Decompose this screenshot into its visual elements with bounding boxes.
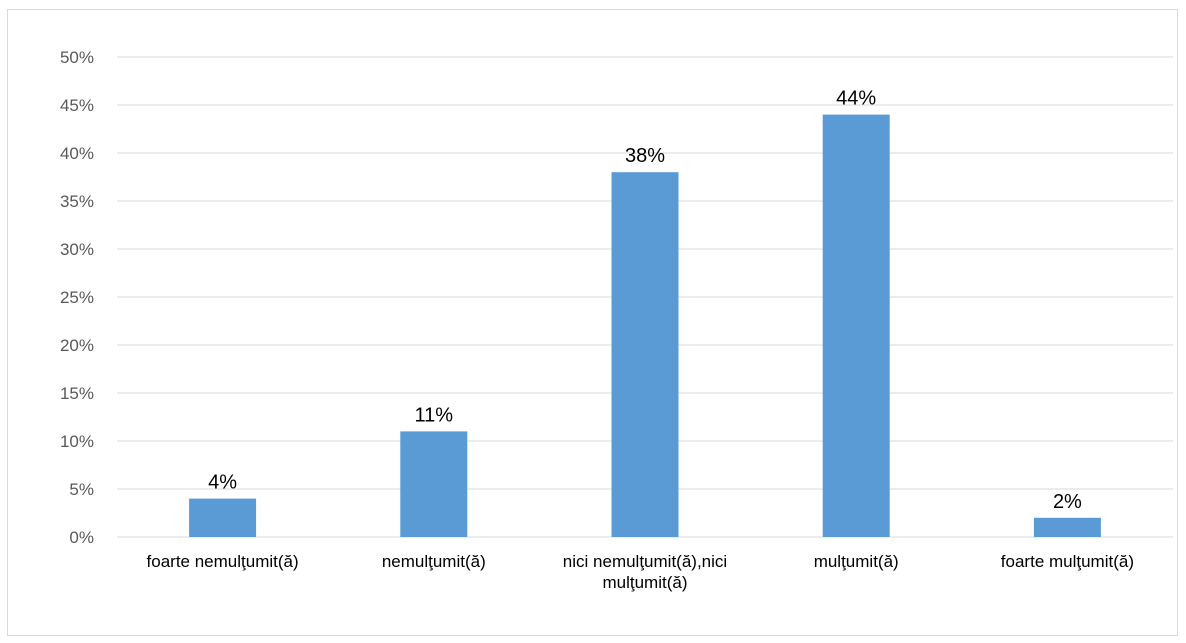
y-tick-label: 50%: [60, 48, 94, 67]
data-label: 44%: [836, 88, 876, 110]
y-tick-label: 25%: [60, 288, 94, 307]
x-category-label: foarte mulţumit(ă): [1001, 552, 1134, 571]
y-tick-label: 40%: [60, 144, 94, 163]
bar-chart: 0% 5% 10% 15% 20% 25% 30% 35% 40% 45% 50% foarte n…: [60, 48, 1173, 592]
x-category-label: foarte nemulţumit(ă): [147, 552, 299, 571]
y-tick-label: 5%: [69, 480, 94, 499]
bar: [822, 114, 890, 537]
y-tick-label: 35%: [60, 192, 94, 211]
data-label: 2%: [1053, 491, 1082, 513]
bar: [611, 172, 679, 537]
y-tick-label: 10%: [60, 432, 94, 451]
x-category-label: nici nemulţumit(ă),nici mulţumit(ă): [563, 552, 727, 592]
bar: [189, 498, 257, 537]
x-category-label: mulţumit(ă): [814, 552, 899, 571]
bar: [400, 431, 468, 537]
bar: [1033, 517, 1101, 537]
x-axis-category-labels: foarte nemulţumit(ă) nemulţumit(ă) nici ne…: [147, 552, 1134, 592]
y-tick-label: 20%: [60, 336, 94, 355]
data-label: 38%: [625, 145, 665, 167]
y-tick-label: 0%: [69, 528, 94, 547]
chart-frame: 0% 5% 10% 15% 20% 25% 30% 35% 40% 45% 50% foarte n…: [7, 9, 1178, 636]
y-tick-label: 45%: [60, 96, 94, 115]
x-category-label: nemulţumit(ă): [382, 552, 486, 571]
data-label: 4%: [208, 472, 237, 494]
data-labels: 4% 11% 38% 44% 2%: [208, 88, 1082, 513]
y-axis-tick-labels: 0% 5% 10% 15% 20% 25% 30% 35% 40% 45% 50%: [60, 48, 94, 547]
y-tick-label: 30%: [60, 240, 94, 259]
y-tick-label: 15%: [60, 384, 94, 403]
data-label: 11%: [415, 404, 454, 426]
bars: [189, 114, 1101, 537]
